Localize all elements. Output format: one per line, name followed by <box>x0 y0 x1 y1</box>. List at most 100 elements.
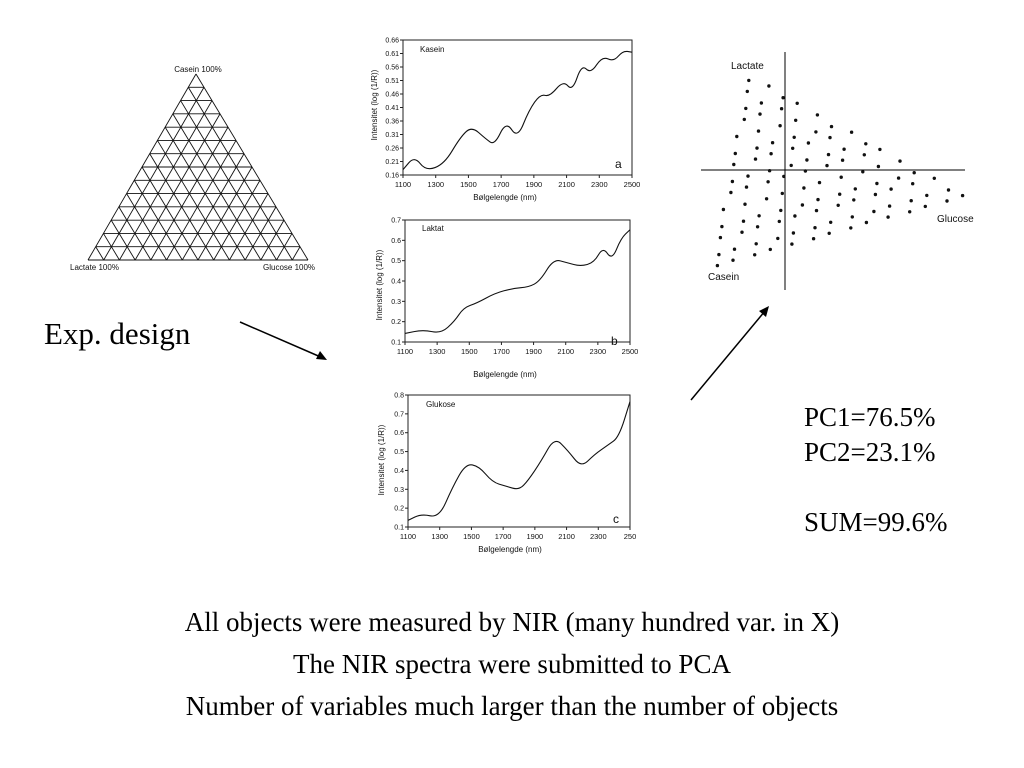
panel-letter: c <box>613 512 619 526</box>
score-point <box>852 198 856 202</box>
x-tick-label: 2100 <box>557 347 574 356</box>
score-point <box>769 152 773 156</box>
score-point <box>779 208 783 213</box>
score-point <box>755 225 760 229</box>
ternary-left-label: Lactate 100% <box>70 263 119 272</box>
y-tick-label: 0.21 <box>385 159 399 166</box>
caption-line: The NIR spectra were submitted to PCA <box>293 649 731 679</box>
score-point <box>886 215 890 219</box>
score-point <box>754 242 758 246</box>
x-tick-label: 1500 <box>461 347 478 356</box>
y-tick-label: 0.31 <box>385 132 399 139</box>
score-point <box>715 263 720 268</box>
score-point <box>828 135 832 140</box>
spectrum-axes: 1100 1300 1500 1700 1900 2100 2300 2500 0.16 0.21… <box>385 38 640 190</box>
score-point <box>898 159 902 163</box>
y-tick-label: 0.46 <box>385 92 399 99</box>
score-point <box>849 226 853 230</box>
spectrum-title: Laktat <box>422 224 445 233</box>
caption-line: Number of variables much larger than the… <box>185 691 839 721</box>
score-point <box>896 176 901 180</box>
score-point <box>780 191 784 196</box>
score-point <box>732 247 737 251</box>
pca-score-plot: Lactate Glucose Casein <box>701 52 974 290</box>
score-point <box>758 112 762 116</box>
y-tick-label: 0.16 <box>385 173 399 180</box>
sum-value: SUM=99.6% <box>804 507 948 537</box>
score-point <box>876 164 881 169</box>
spectrum-curve <box>402 50 633 170</box>
ternary-design-diagram: Casein 100% Lactate 100% Glucose 100% <box>70 65 315 272</box>
score-point <box>770 141 775 145</box>
score-point <box>767 169 772 173</box>
y-tick-label: 0.5 <box>391 258 401 265</box>
spectrum-axes: 1100 1300 1500 1700 1900 2100 2300 2500 0.1 0.2 0.… <box>391 218 638 357</box>
score-point <box>805 158 809 162</box>
score-point <box>792 135 796 139</box>
score-point <box>756 129 761 133</box>
x-tick-label: 1900 <box>526 180 543 189</box>
x-tick-label: 2300 <box>590 347 607 356</box>
x-tick-label: 2300 <box>591 180 608 189</box>
score-point <box>850 215 854 219</box>
score-point <box>741 219 746 223</box>
spectrum-panel-b: 1100 1300 1500 1700 1900 2100 2300 2500 0.1 0.2 0.… <box>375 218 638 380</box>
spectrum-xlabel: Bølgelengde (nm) <box>473 370 537 379</box>
score-point <box>718 235 723 240</box>
score-point <box>825 163 829 168</box>
score-point <box>872 209 876 214</box>
score-point <box>887 204 892 208</box>
score-point <box>790 242 794 246</box>
x-tick-label: 2500 <box>624 180 641 189</box>
y-tick-label: 0.5 <box>394 449 404 456</box>
score-point <box>767 84 771 88</box>
caption-line: All objects were measured by NIR (many h… <box>184 607 840 637</box>
spectrum-title: Kasein <box>420 45 444 54</box>
x-tick-label: 1300 <box>429 347 446 356</box>
score-point <box>747 78 751 83</box>
score-point <box>817 180 822 185</box>
score-point <box>802 186 806 190</box>
x-tick-label: 1700 <box>493 180 510 189</box>
y-tick-label: 0.51 <box>385 78 399 85</box>
score-point <box>779 107 784 111</box>
ternary-grid <box>87 73 309 261</box>
y-tick-label: 0.1 <box>391 340 401 347</box>
y-tick-label: 0.2 <box>391 319 401 326</box>
score-point <box>960 193 965 198</box>
score-point <box>875 181 879 186</box>
score-point <box>776 236 780 241</box>
score-point <box>742 117 746 122</box>
y-tick-label: 0.4 <box>391 279 401 286</box>
pc2-value: PC2=23.1% <box>804 437 936 467</box>
spectrum-panel-a: 1100 1300 1500 1700 1900 2100 2300 2500 0.16 0.21… <box>370 38 640 203</box>
y-tick-label: 0.56 <box>385 65 399 72</box>
score-point <box>735 134 739 139</box>
score-point <box>839 175 843 179</box>
x-tick-label: 1100 <box>400 532 416 541</box>
score-point <box>816 197 820 202</box>
panel-letter: b <box>611 334 618 348</box>
pc-variance-stats: PC1=76.5% PC2=23.1% SUM=99.6% <box>804 400 948 540</box>
spectrum-ylabel: Intensitet (log (1/R)) <box>370 69 379 140</box>
score-point <box>717 252 721 257</box>
score-point <box>743 202 747 206</box>
score-point <box>849 130 854 134</box>
y-tick-label: 0.8 <box>394 393 404 400</box>
y-tick-label: 0.3 <box>391 299 401 306</box>
score-point <box>945 199 949 203</box>
score-point <box>744 185 749 189</box>
score-point <box>911 182 915 186</box>
ternary-right-label: Glucose 100% <box>263 263 315 272</box>
score-point <box>778 124 782 128</box>
x-tick-label: 1100 <box>397 347 413 356</box>
score-label-glucose: Glucose <box>937 214 974 225</box>
y-tick-label: 0.3 <box>394 487 404 494</box>
spectrum-ylabel: Intensitet (log (1/R)) <box>377 424 386 495</box>
score-point <box>795 101 799 105</box>
y-tick-label: 0.66 <box>385 38 399 45</box>
x-tick-label: 1700 <box>495 532 512 541</box>
score-point <box>814 130 818 134</box>
score-point <box>806 141 811 145</box>
score-point <box>729 190 733 195</box>
